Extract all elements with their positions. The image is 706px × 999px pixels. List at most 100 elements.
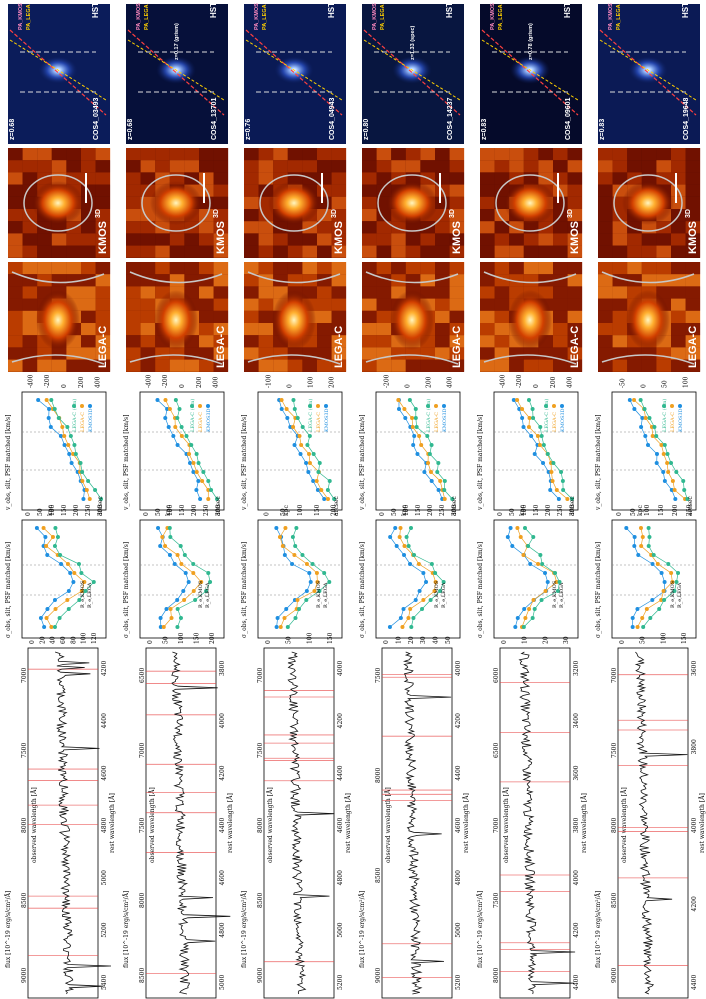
kpc-label: kpc	[47, 505, 54, 516]
legac-pixel	[126, 286, 141, 299]
legac-pixel	[656, 262, 671, 275]
obs-tick: 8000	[611, 818, 618, 833]
velocity-series	[629, 399, 676, 500]
velocity-tick: 0	[287, 384, 294, 388]
legac-pixel	[140, 310, 156, 323]
rest-wave-label: rest wavelength [Å]	[462, 793, 470, 853]
legac-pixel	[331, 274, 347, 287]
velocity-tick: -100	[266, 374, 273, 388]
kmos-pixel	[523, 233, 539, 246]
dispersion-tick: 150	[415, 504, 422, 516]
legac-pixel	[567, 310, 583, 323]
hst-label: HST	[445, 2, 454, 18]
re-label: R_e,KMOS	[316, 580, 322, 608]
kmos-pixel	[538, 233, 553, 246]
rest-tick: 5200	[337, 975, 344, 990]
velocity-tick: -400	[27, 374, 34, 388]
legac-pixel	[538, 359, 553, 372]
velocity-tick: -200	[44, 374, 51, 388]
legac-pixel	[376, 310, 392, 323]
kmos-pixel	[244, 160, 259, 173]
velocity-ylabel: v_obs, slit, PSF matched [km/s]	[5, 415, 12, 511]
kmos-pixel	[22, 221, 38, 234]
legac-label: LEGA-C	[333, 326, 345, 368]
kmos-pixel	[258, 172, 274, 185]
kmos-pixel	[317, 221, 332, 234]
kmos-pixel	[362, 209, 377, 222]
legac-pixel	[126, 323, 141, 336]
legac-pixel	[449, 298, 465, 311]
legac-pixel	[95, 347, 111, 360]
dispersion-tick: 250	[439, 504, 446, 516]
hst-label: HST	[327, 2, 336, 18]
arcsec-label: arcsec	[687, 496, 694, 516]
legac-pixel	[656, 274, 671, 287]
legend-marker	[434, 404, 438, 408]
velocity-tick: -200	[162, 374, 169, 388]
dispersion-tick: 0	[497, 512, 504, 516]
legac-pixel	[449, 274, 465, 287]
kmos-pixel	[523, 160, 539, 173]
legac-pixel	[376, 323, 392, 336]
kmos-pixel	[449, 172, 465, 185]
velocity-series	[281, 399, 329, 500]
flux-tick: 120	[91, 632, 98, 644]
arcsec-label: arcsec	[215, 496, 222, 516]
legac-pixel	[302, 274, 317, 287]
legend-marker	[308, 404, 312, 408]
rest-wave-label: rest wavelength [Å]	[344, 793, 352, 853]
rest-wave-label: rest wavelength [Å]	[698, 793, 706, 853]
flux-tick: 0	[265, 640, 272, 644]
velocity-series	[528, 399, 573, 500]
re-label: R_e,KMOS	[670, 580, 676, 608]
pa-lega-line	[599, 39, 697, 101]
kmos-pixel	[258, 233, 274, 246]
kmos-pixel	[391, 148, 406, 161]
kmos-pixel	[302, 233, 317, 246]
pa-lega-line	[9, 39, 107, 101]
kmos-pixel	[641, 148, 657, 161]
dispersion-series	[406, 527, 445, 628]
legac-pixel	[51, 359, 67, 372]
legac-pixel	[449, 347, 465, 360]
kmos-sup: 3D	[567, 209, 574, 218]
legac-pixel	[435, 298, 450, 311]
spectrum-trace	[54, 651, 112, 995]
legac-pixel	[244, 335, 259, 348]
velocity-point	[638, 398, 643, 402]
kmos-pixel	[37, 245, 52, 258]
obs-tick: 6500	[493, 743, 500, 758]
re-label: R_e,KMOS	[434, 580, 440, 608]
legac-pixel	[435, 335, 450, 348]
velocity-tick: 400	[95, 376, 102, 388]
kmos-pixel	[656, 160, 671, 173]
kmos-pixel	[95, 148, 111, 161]
legac-pixel	[612, 335, 628, 348]
legac-pixel	[567, 298, 583, 311]
re-label: R_e,LEGA	[677, 582, 683, 608]
kmos-pixel	[184, 245, 199, 258]
legac-pixel	[199, 298, 214, 311]
kmos-pixel	[494, 160, 510, 173]
legac-pixel	[627, 347, 642, 360]
legac-pixel	[273, 359, 288, 372]
kmos-label: KMOS	[451, 221, 463, 254]
kmos-pixel	[95, 172, 111, 185]
legac-pixel	[199, 274, 214, 287]
legac-pixel	[81, 262, 96, 275]
obs-tick: 8500	[139, 968, 146, 983]
legac-pixel	[302, 359, 317, 372]
kmos-pixel	[8, 196, 23, 209]
kmos-emission	[150, 181, 202, 225]
kmos-pixel	[567, 209, 583, 222]
kmos-pixel	[331, 233, 347, 246]
spectrum-panel	[27, 647, 99, 999]
pa-label: PA_KMOS	[372, 3, 378, 30]
legac-pixel	[449, 286, 465, 299]
kmos-pixel	[538, 160, 553, 173]
legac-pixel	[362, 359, 377, 372]
legac-pixel	[523, 274, 539, 287]
kmos-pixel	[155, 233, 170, 246]
kmos-pixel	[37, 233, 52, 246]
velocity-tick: 400	[567, 376, 574, 388]
